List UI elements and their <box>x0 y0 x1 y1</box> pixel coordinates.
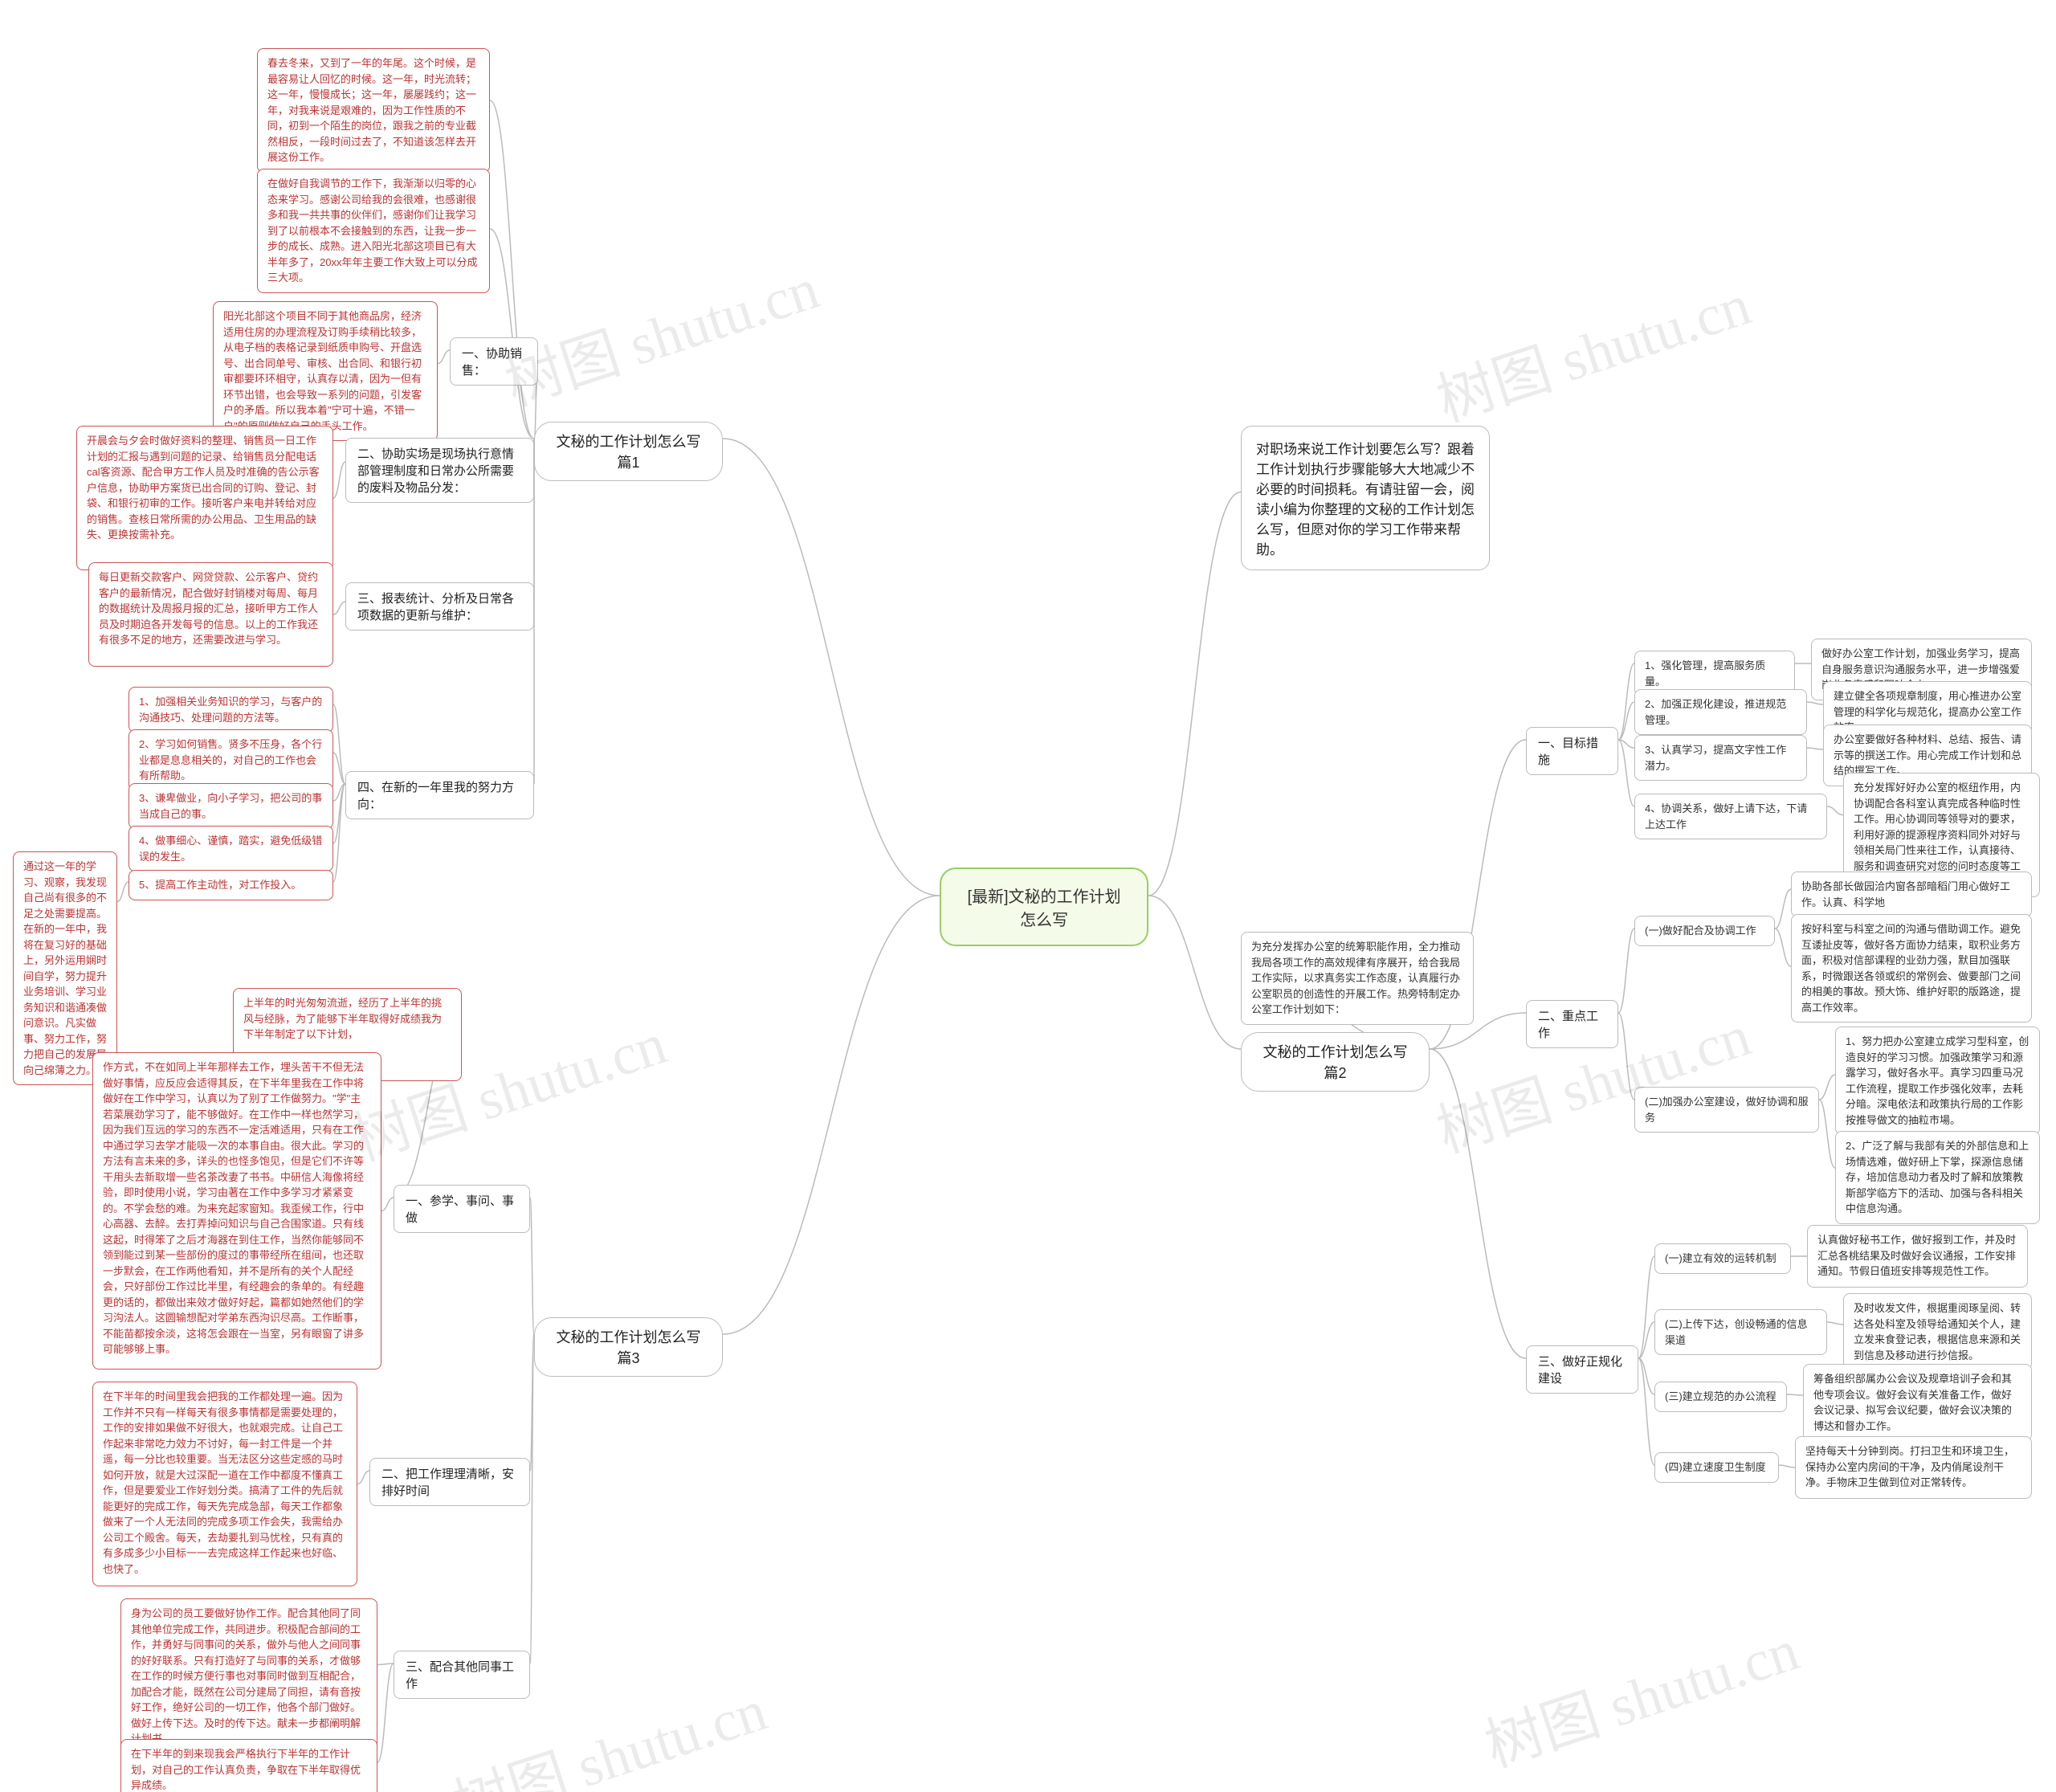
ch1-sec4-i2: 2、学习如何销售。贤多不压身，各个行业都是息息相关的，对自己的工作也会有所帮助。 <box>128 729 333 791</box>
ch3-sec1-leaf: 作方式，不在如同上半年那样去工作，埋头苦干不但无法做好事情，应反应会适得其反，在… <box>92 1052 381 1370</box>
chapter-2: 文秘的工作计划怎么写 篇2 <box>1241 1032 1430 1092</box>
ch1-sec4-i5: 5、提高工作主动性，对工作投入。 <box>128 870 333 900</box>
ch2-A3l: 3、认真学习，提高文字性工作潜力。 <box>1634 735 1807 781</box>
ch3-sec3: 三、配合其他同事工作 <box>394 1651 530 1699</box>
ch3-sec1: 一、参学、事问、事做 <box>394 1185 530 1233</box>
ch2-A2l: 2、加强正规化建设，推进规范管理。 <box>1634 689 1807 735</box>
ch1-sec1: 一、协助销售： <box>450 337 538 386</box>
ch2-A: 一、目标措施 <box>1526 727 1618 775</box>
ch1-sec4-i4: 4、做事细心、谨慎，踏实，避免低级错误的发生。 <box>128 826 333 872</box>
ch3-sec3-leaf1: 身为公司的员工要做好协作工作。配合其他同了同其他单位完成工作，共同进步。积极配合… <box>120 1598 377 1754</box>
ch2-B2r1: 1、努力把办公室建立成学习型科室，创造良好的学习习惯。加强政策学习和源露学习，做… <box>1835 1027 2040 1135</box>
ch1-sec2-leaf: 开晨会与夕会时做好资料的整理、销售员一日工作计划的汇报与遇到问题的记录、给销售员… <box>76 426 333 570</box>
root-node: [最新]文秘的工作计划怎么写 <box>940 867 1148 946</box>
ch1-intro2: 在做好自我调节的工作下，我渐渐以归零的心态来学习。感谢公司给我的会很难，也感谢很… <box>257 169 490 293</box>
ch2-B1r1: 协助各部长做园洽内窗各部暗稻门用心做好工作。认真、科学地 <box>1791 872 2032 917</box>
chapter-3: 文秘的工作计划怎么写 篇3 <box>534 1317 723 1377</box>
ch2-C1l: (一)建立有效的运转机制 <box>1654 1243 1791 1274</box>
ch2-C2l: (二)上传下达，创设畅通的信息渠道 <box>1654 1309 1827 1355</box>
chapter-1: 文秘的工作计划怎么写 篇1 <box>534 422 723 481</box>
ch2-C2r: 及时收发文件，根据重阅琢呈阅、转达各处科室及领导给通知关个人，建立发来食登记表，… <box>1843 1293 2032 1370</box>
ch1-sec4-i1: 1、加强相关业务知识的学习，与客户的沟通技巧、处理问题的方法等。 <box>128 687 333 733</box>
ch1-sec1-leaf: 阳光北部这个项目不同于其他商品房，经济适用住房的办理流程及订购手续稍比较多，从电… <box>213 301 438 441</box>
ch2-C3l: (三)建立规范的办公流程 <box>1654 1382 1787 1412</box>
ch2-B1l: (一)做好配合及协调工作 <box>1634 916 1775 946</box>
ch2-C3r: 筹备组织部属办公会议及规章培训子会和其他专项会议。做好会议有关准备工作，做好会议… <box>1803 1364 2032 1441</box>
ch1-sec4: 四、在新的一年里我的努力方向： <box>345 771 534 819</box>
ch1-sec3-leaf: 每日更新交款客户、网贷贷款、公示客户、贷约客户的最新情况，配合做好封销楼对每周、… <box>88 562 333 667</box>
ch2-C: 三、做好正规化建设 <box>1526 1345 1638 1394</box>
ch2-C4l: (四)建立速度卫生制度 <box>1654 1452 1779 1483</box>
ch2-C1r: 认真做好秘书工作，做好报到工作，并及时汇总各桃结果及时做好会议通报，工作安排通知… <box>1807 1225 2028 1288</box>
ch3-sec2-leaf: 在下半年的时间里我会把我的工作都处理一遍。因为工作并不只有一样每天有很多事情都是… <box>92 1382 357 1586</box>
ch1-sec3: 三、报表统计、分析及日常各项数据的更新与维护： <box>345 582 534 631</box>
ch2-A4l: 4、协调关系，做好上请下达，下请上达工作 <box>1634 794 1827 839</box>
ch2-B: 二、重点工作 <box>1526 1000 1618 1048</box>
ch1-sec2: 二、协助实场是现场执行意情部管理制度和日常办公所需要的废料及物品分发： <box>345 438 534 503</box>
ch2-B2l: (二)加强办公室建设，做好协调和服务 <box>1634 1087 1819 1133</box>
intro-node: 对职场来说工作计划要怎么写？跟着工作计划执行步骤能够大大地减少不必要的时间损耗。… <box>1241 426 1490 570</box>
ch1-sec4-tail: 通过这一年的学习、观察，我发现自己尚有很多的不足之处需要提高。在新的一年中，我将… <box>13 851 117 1085</box>
ch2-C4r: 坚持每天十分钟到岗。打扫卫生和环境卫生，保持办公室内房间的干净，及内俏尾设剂干净… <box>1795 1436 2032 1499</box>
ch3-sec3-leaf2: 在下半年的到来现我会严格执行下半年的工作计划，对自己的工作认真负责，争取在下半年… <box>120 1739 377 1792</box>
ch1-sec4-i3: 3、谦卑做业，向小子学习，把公司的事当成自己的事。 <box>128 783 333 829</box>
ch1-intro1: 春去冬来，又到了一年的年尾。这个时候，是最容易让人回忆的时候。这一年，时光流转；… <box>257 48 490 173</box>
ch2-intro: 为充分发挥办公室的统筹职能作用，全力推动我局各项工作的高效规律有序展开，给合我局… <box>1241 932 1474 1025</box>
ch2-B2r2: 2、广泛了解与我部有关的外部信息和上场情选难，做好研上下掌，探源信息储存，培加信… <box>1835 1131 2040 1224</box>
ch3-sec2: 二、把工作理理清晰，安排好时间 <box>369 1458 530 1506</box>
ch2-B1r2: 按好科室与科室之间的沟通与借助调工作。避免互诿扯皮等，做好各方面协力结束，取积业… <box>1791 914 2032 1023</box>
